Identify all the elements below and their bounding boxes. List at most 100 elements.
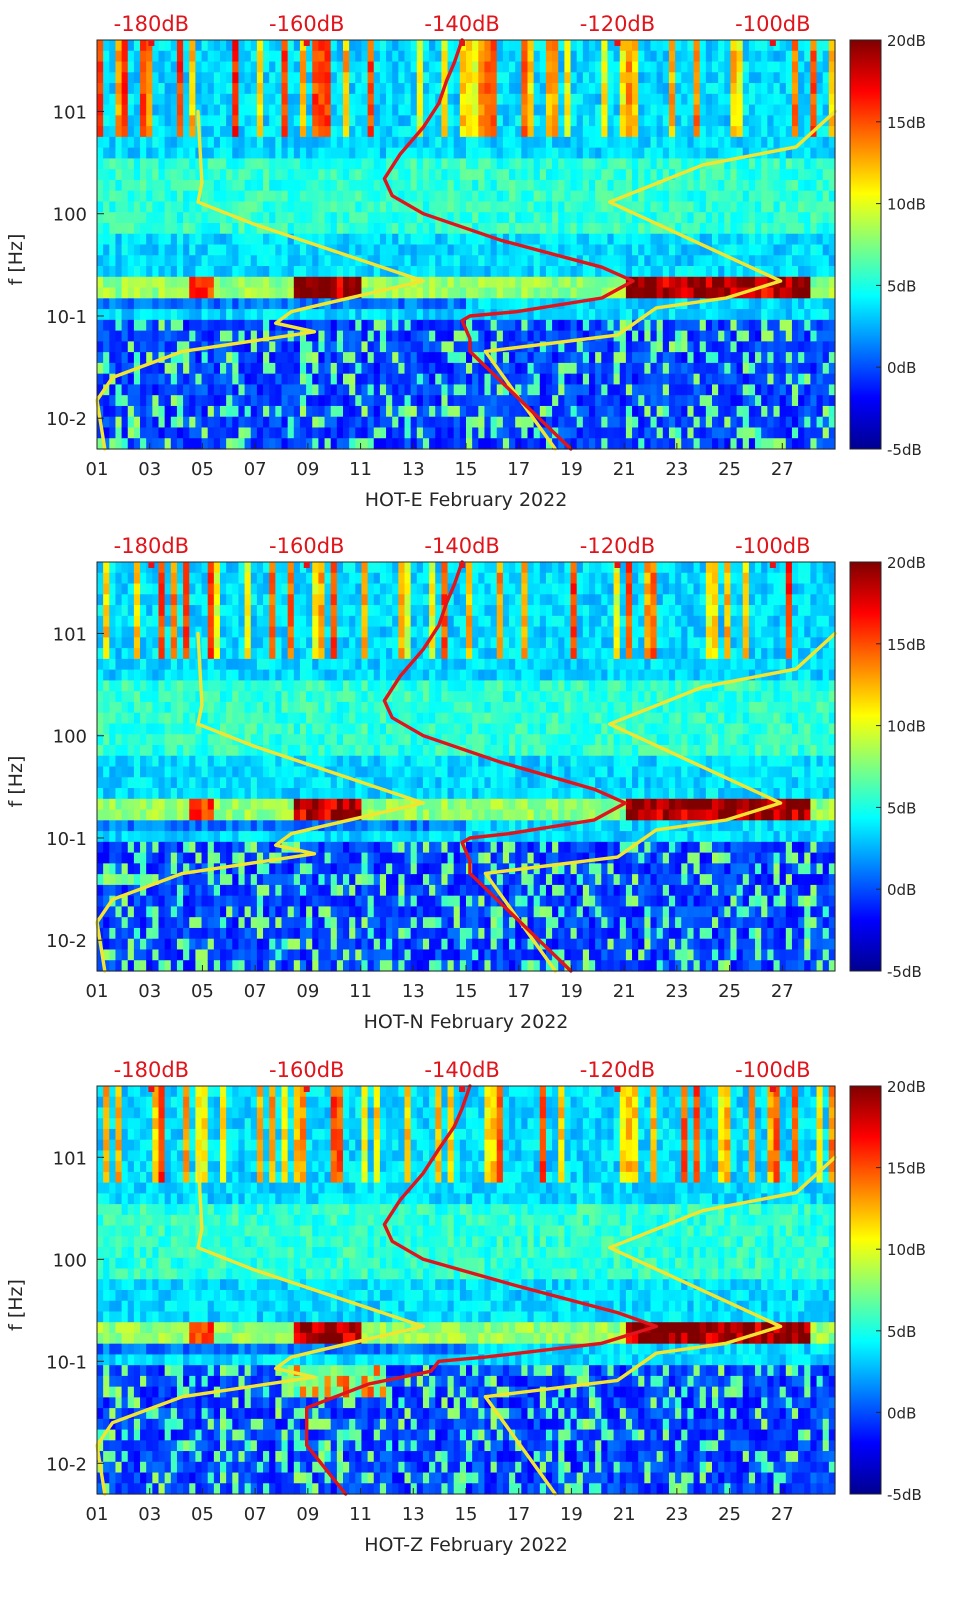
spectrogram-cell <box>816 287 824 299</box>
spectrogram-cell <box>515 395 522 407</box>
spectrogram-cell <box>422 126 430 138</box>
spectrogram-cell <box>539 115 547 127</box>
spectrogram-cell <box>810 93 818 106</box>
spectrogram-cell <box>582 427 590 439</box>
spectrogram-cell <box>822 147 830 159</box>
spectrogram-cell <box>238 40 246 52</box>
spectrogram-cell <box>582 255 590 267</box>
spectrogram-cell <box>798 362 805 375</box>
spectrogram-cell <box>158 93 166 106</box>
spectrogram-cell <box>422 352 430 364</box>
spectrogram-cell <box>115 169 123 181</box>
spectrogram-cell <box>293 341 301 353</box>
spectrogram-cell <box>502 104 510 116</box>
spectrogram-cell <box>453 72 461 84</box>
spectrogram-cell <box>466 427 473 439</box>
spectrogram-cell <box>662 169 670 181</box>
low-noise-model-line <box>95 109 425 451</box>
spectrogram-cell <box>570 212 578 224</box>
spectrogram-cell <box>632 201 639 213</box>
spectrogram-cell <box>595 362 602 375</box>
spectrogram-cell <box>453 190 461 203</box>
spectrogram-cell <box>613 384 621 396</box>
spectrogram-cell <box>97 179 104 192</box>
spectrogram-cell <box>324 179 332 192</box>
spectrogram-cell <box>115 136 123 149</box>
spectrogram-cell <box>472 104 479 116</box>
spectrogram-cell <box>164 309 172 321</box>
spectrogram-cell <box>379 287 387 299</box>
spectrogram-cell <box>287 395 295 407</box>
spectrogram-cell <box>662 147 670 159</box>
spectrogram-cell <box>146 287 153 299</box>
spectrogram-cell <box>213 373 221 386</box>
spectrogram-cell <box>103 680 110 692</box>
spectrogram-cell <box>250 179 258 192</box>
spectrogram-cell <box>287 126 295 138</box>
spectrogram-cell <box>705 298 713 310</box>
spectrogram-cell <box>527 298 535 310</box>
spectrogram-cell <box>109 384 117 396</box>
spectrogram-cell <box>804 255 811 267</box>
spectrogram-cell <box>755 201 762 213</box>
spectrogram-cell <box>755 126 762 138</box>
spectrogram-cell <box>435 384 442 396</box>
spectrogram-cell <box>828 362 836 375</box>
spectrogram-cell <box>761 384 768 396</box>
spectrogram-cell <box>189 341 196 353</box>
spectrogram-cell <box>798 212 805 224</box>
spectrogram-cell <box>582 50 590 63</box>
spectrogram-cell <box>109 179 117 192</box>
spectrogram-cell <box>822 330 830 342</box>
spectrogram-cell <box>798 352 805 364</box>
spectrogram-cell <box>256 362 264 375</box>
spectrogram-cell <box>170 61 178 73</box>
spectrogram-cell <box>472 233 479 246</box>
spectrogram-cell <box>791 158 799 170</box>
spectrogram-cell <box>755 93 762 106</box>
spectrogram-cell <box>146 648 153 660</box>
spectrogram-cell <box>121 938 129 951</box>
spectrogram-cell <box>97 126 104 138</box>
spectrogram-cell <box>97 201 104 213</box>
spectrogram-cell <box>509 190 516 203</box>
spectrogram-cell <box>736 309 744 321</box>
spectrogram-cell <box>220 244 227 256</box>
spectrogram-cell <box>521 438 529 450</box>
spectrogram-cell <box>263 244 270 256</box>
spectrogram-cell <box>773 405 781 418</box>
spectrogram-cell <box>582 93 590 106</box>
spectrogram-cell <box>269 93 276 106</box>
spectrogram-cell <box>478 179 486 192</box>
spectrogram-cell <box>447 93 455 106</box>
spectrogram-cell <box>773 190 781 203</box>
spectrogram-cell <box>687 83 695 95</box>
spectrogram-cell <box>552 61 559 73</box>
spectrogram-cell <box>373 179 381 192</box>
spectrogram-cell <box>152 147 160 159</box>
spectrogram-cell <box>484 72 492 84</box>
spectrogram-cell <box>724 93 732 106</box>
spectrogram-cell <box>681 373 688 386</box>
spectrogram-cell <box>816 244 824 256</box>
spectrogram-cell <box>281 233 289 246</box>
spectrogram-cell <box>133 330 141 342</box>
spectrogram-cell <box>822 352 830 364</box>
spectrogram-cell <box>263 427 270 439</box>
spectrogram-cell <box>595 309 602 321</box>
spectrogram-cell <box>558 427 565 439</box>
spectrogram-cell <box>103 701 110 714</box>
spectrogram-cell <box>121 405 129 418</box>
spectrogram-cell <box>386 244 393 256</box>
spectrogram-cell <box>281 266 289 278</box>
top-db-axis: -180dB -160dB -140dB -120dB -100dB <box>114 12 811 46</box>
spectrogram-cell <box>201 427 209 439</box>
spectrogram-cell <box>256 298 264 310</box>
spectrogram-cell <box>213 255 221 267</box>
spectrogram-cell <box>632 61 639 73</box>
spectrogram-cell <box>263 298 270 310</box>
spectrogram-cell <box>250 40 258 52</box>
spectrogram-cell <box>607 201 615 213</box>
spectrogram-cell <box>109 906 117 918</box>
spectrogram-cell <box>140 960 147 972</box>
